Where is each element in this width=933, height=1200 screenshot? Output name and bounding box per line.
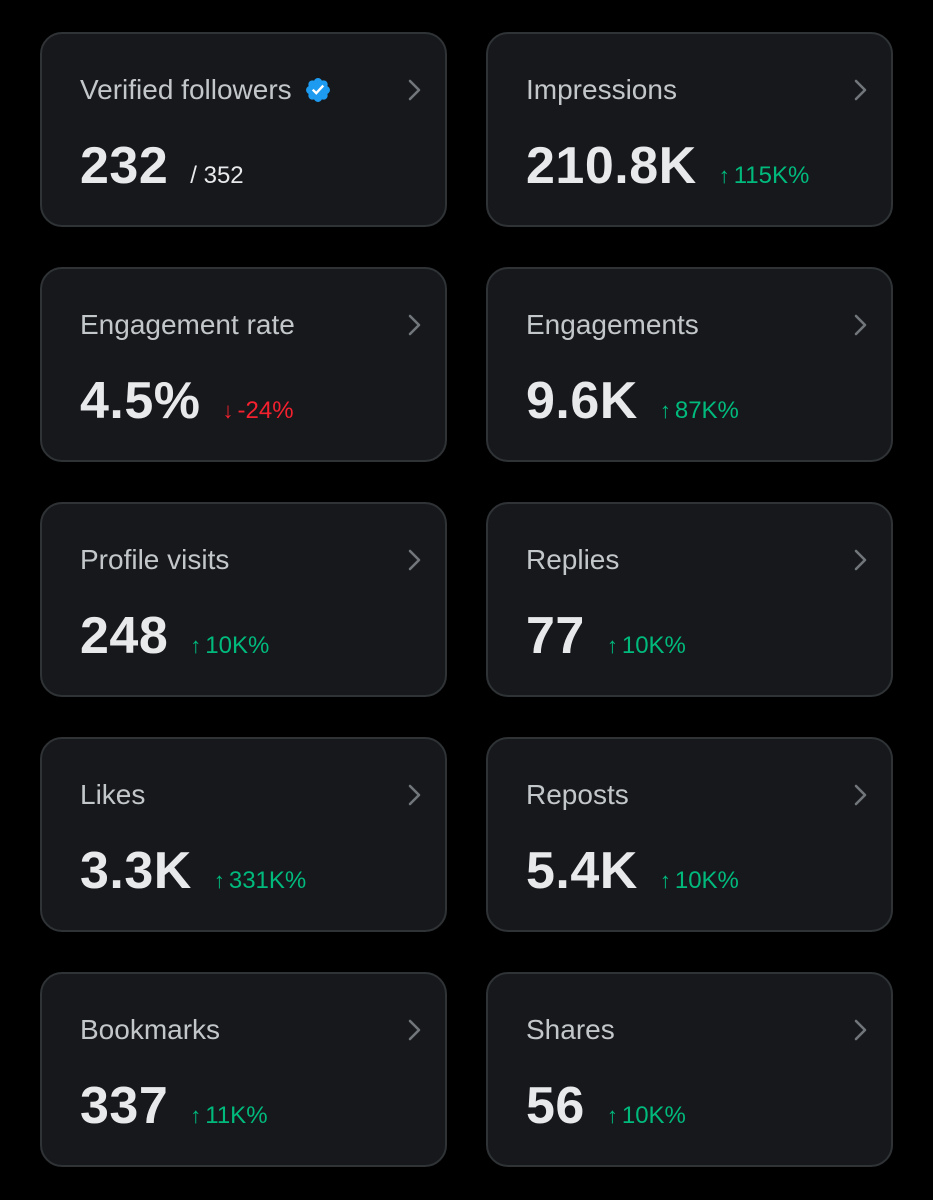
change-value: 10K% <box>621 1102 686 1129</box>
card-title-label: Verified followers <box>80 74 292 105</box>
metric-card-reposts[interactable]: Reposts 5.4K ↑ 10K% <box>486 737 893 932</box>
value-row: 4.5% ↓ -24% <box>80 371 294 431</box>
metric-value: 56 <box>526 1077 585 1135</box>
value-row: 3.3K ↑ 331K% <box>80 841 306 901</box>
arrow-up-icon: ↑ <box>659 868 671 893</box>
metric-value: 77 <box>526 607 585 665</box>
chevron-right-icon <box>854 784 867 806</box>
metric-total: / 352 <box>190 162 244 189</box>
metric-card-bookmarks[interactable]: Bookmarks 337 ↑ 11K% <box>40 972 447 1167</box>
metric-value: 9.6K <box>526 372 638 430</box>
chevron-right-icon <box>854 79 867 101</box>
change-value: 87K% <box>674 397 739 424</box>
metric-card-engagements[interactable]: Engagements 9.6K ↑ 87K% <box>486 267 893 462</box>
metric-card-replies[interactable]: Replies 77 ↑ 10K% <box>486 502 893 697</box>
value-row: 77 ↑ 10K% <box>526 606 686 666</box>
metric-card-impressions[interactable]: Impressions 210.8K ↑ 115K% <box>486 32 893 227</box>
change-value: -24% <box>237 397 294 424</box>
chevron-right-icon <box>408 784 421 806</box>
card-title-label: Bookmarks <box>80 1014 221 1045</box>
value-row: 5.4K ↑ 10K% <box>526 841 739 901</box>
metric-card-engagement-rate[interactable]: Engagement rate 4.5% ↓ -24% <box>40 267 447 462</box>
metric-value: 5.4K <box>526 842 638 900</box>
change-value: 10K% <box>205 632 270 659</box>
metric-value: 337 <box>80 1077 169 1135</box>
card-title: Profile visits <box>80 542 229 578</box>
chevron-right-icon <box>854 549 867 571</box>
change-value: 10K% <box>621 632 686 659</box>
change-indicator: ↑ 10K% <box>607 632 686 660</box>
change-indicator: ↑ 10K% <box>660 867 739 895</box>
card-title: Impressions <box>526 72 677 108</box>
chevron-right-icon <box>408 79 421 101</box>
value-row: 210.8K ↑ 115K% <box>526 136 809 196</box>
change-indicator: ↓ -24% <box>223 397 294 425</box>
arrow-up-icon: ↑ <box>190 633 202 658</box>
card-title-label: Engagement rate <box>80 309 295 340</box>
metric-value: 248 <box>80 607 169 665</box>
chevron-right-icon <box>854 1019 867 1041</box>
change-indicator: ↑ 10K% <box>190 632 269 660</box>
card-title-label: Profile visits <box>80 544 230 575</box>
change-value: 331K% <box>228 867 307 894</box>
arrow-up-icon: ↑ <box>718 163 730 188</box>
card-title: Bookmarks <box>80 1012 220 1048</box>
chevron-right-icon <box>408 549 421 571</box>
metric-card-shares[interactable]: Shares 56 ↑ 10K% <box>486 972 893 1167</box>
change-value: 11K% <box>205 1102 268 1129</box>
chevron-right-icon <box>408 1019 421 1041</box>
change-indicator: ↑ 11K% <box>190 1102 267 1130</box>
card-title-label: Reposts <box>526 779 629 810</box>
card-title: Reposts <box>526 777 629 813</box>
change-indicator: ↑ 10K% <box>607 1102 686 1130</box>
arrow-down-icon: ↓ <box>222 398 234 423</box>
card-title-label: Replies <box>526 544 620 575</box>
card-title-label: Engagements <box>526 309 699 340</box>
chevron-right-icon <box>854 314 867 336</box>
change-indicator: ↑ 87K% <box>660 397 739 425</box>
chevron-right-icon <box>408 314 421 336</box>
metric-value: 4.5% <box>80 372 201 430</box>
metrics-grid: Verified followers 232 / 352 Impressions… <box>40 32 893 1167</box>
value-row: 232 / 352 <box>80 136 244 196</box>
arrow-up-icon: ↑ <box>606 1103 618 1128</box>
value-row: 337 ↑ 11K% <box>80 1076 268 1136</box>
card-title-label: Likes <box>80 779 146 810</box>
value-row: 56 ↑ 10K% <box>526 1076 686 1136</box>
verified-badge-icon <box>305 78 330 102</box>
card-title-label: Impressions <box>526 74 677 105</box>
arrow-up-icon: ↑ <box>659 398 671 423</box>
card-title: Shares <box>526 1012 615 1048</box>
card-title: Likes <box>80 777 145 813</box>
card-title: Engagements <box>526 307 699 343</box>
change-value: 115K% <box>733 162 810 189</box>
arrow-up-icon: ↑ <box>190 1103 202 1128</box>
metric-value: 3.3K <box>80 842 192 900</box>
metric-card-likes[interactable]: Likes 3.3K ↑ 331K% <box>40 737 447 932</box>
value-row: 9.6K ↑ 87K% <box>526 371 739 431</box>
card-title: Replies <box>526 542 619 578</box>
metric-card-verified-followers[interactable]: Verified followers 232 / 352 <box>40 32 447 227</box>
change-indicator: ↑ 115K% <box>719 162 810 190</box>
arrow-up-icon: ↑ <box>213 868 225 893</box>
card-title-label: Shares <box>526 1014 615 1045</box>
metric-value: 210.8K <box>526 137 697 195</box>
metric-value: 232 <box>80 137 169 195</box>
change-value: 10K% <box>674 867 739 894</box>
card-title: Engagement rate <box>80 307 295 343</box>
metric-card-profile-visits[interactable]: Profile visits 248 ↑ 10K% <box>40 502 447 697</box>
arrow-up-icon: ↑ <box>606 633 618 658</box>
card-title: Verified followers <box>80 72 332 108</box>
value-row: 248 ↑ 10K% <box>80 606 269 666</box>
change-indicator: ↑ 331K% <box>214 867 306 895</box>
